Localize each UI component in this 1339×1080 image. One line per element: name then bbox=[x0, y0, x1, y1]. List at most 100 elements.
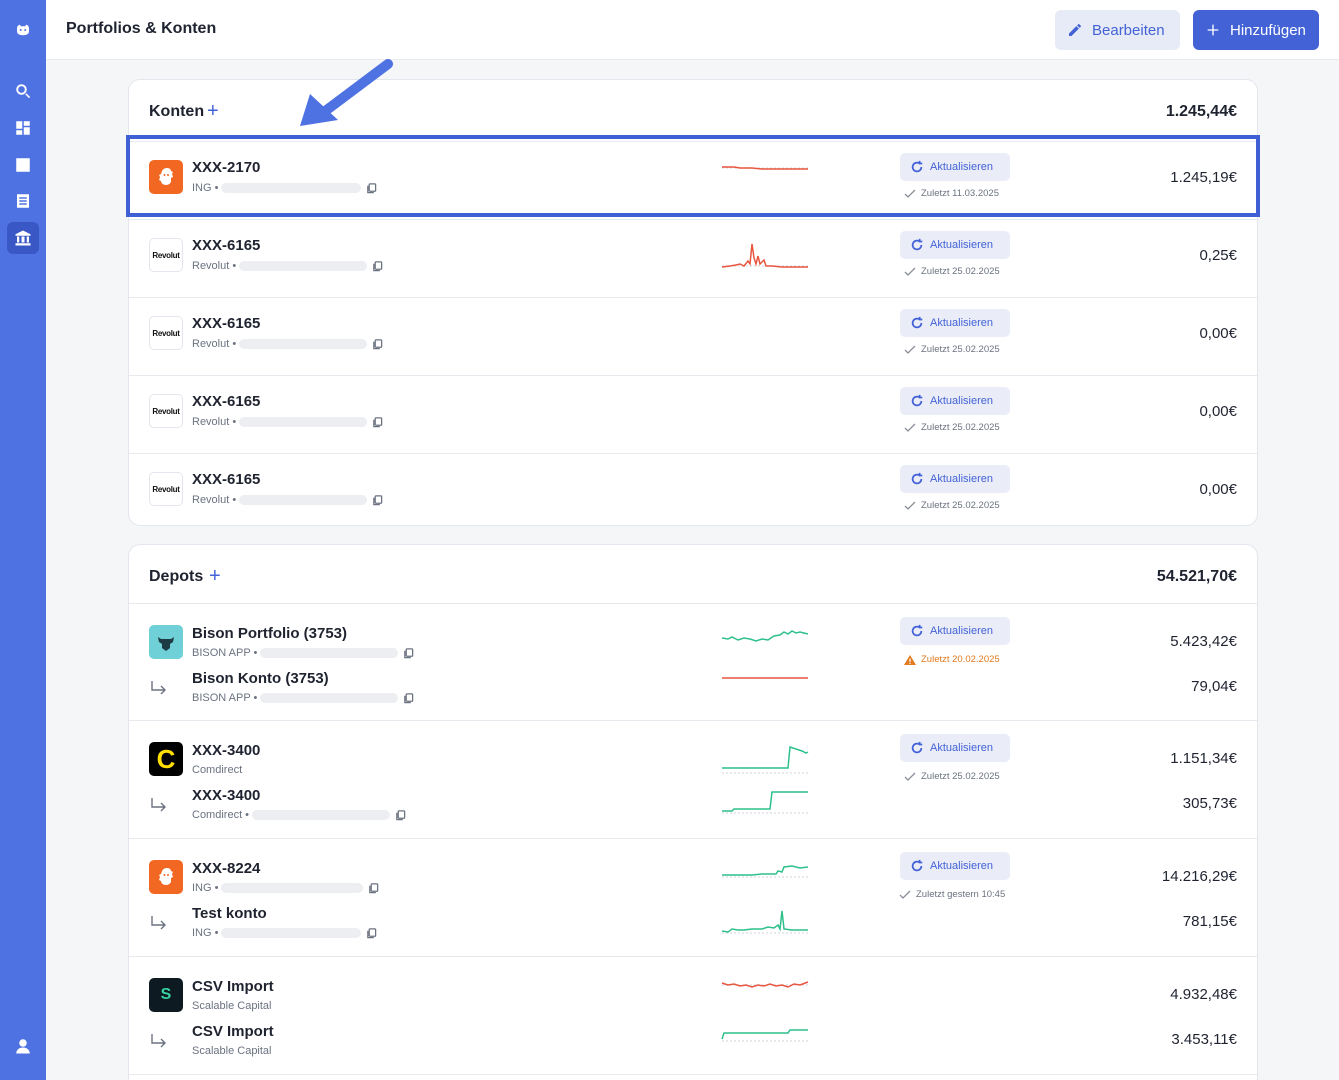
copy-icon[interactable] bbox=[372, 338, 383, 350]
edit-button[interactable]: Bearbeiten bbox=[1055, 10, 1180, 50]
copy-icon[interactable] bbox=[403, 692, 414, 704]
depots-header: Depots + 54.521,70€ bbox=[129, 545, 1257, 604]
bank-label: Comdirect • bbox=[192, 809, 250, 821]
refresh-icon bbox=[911, 624, 923, 637]
bison-logo-icon bbox=[149, 625, 183, 659]
depot-balance: 4.932,48€ bbox=[1170, 986, 1237, 1003]
sparkline bbox=[721, 1019, 808, 1045]
iban-redacted bbox=[252, 810, 391, 820]
comdirect-logo-icon: C bbox=[149, 742, 183, 776]
page-title: Portfolios & Konten bbox=[66, 20, 217, 37]
add-depot-icon[interactable]: + bbox=[209, 565, 221, 587]
account-name: XXX-6165 bbox=[192, 237, 261, 254]
refresh-label: Aktualisieren bbox=[930, 161, 993, 173]
konto-row[interactable]: XXX-2170 ING • Aktualisieren Zuletzt 11.… bbox=[129, 142, 1257, 220]
copy-icon[interactable] bbox=[403, 647, 414, 659]
refresh-button[interactable]: Aktualisieren bbox=[900, 387, 1010, 415]
app-logo-icon[interactable] bbox=[7, 14, 39, 46]
list-icon[interactable] bbox=[7, 185, 39, 217]
sub-account-balance: 79,04€ bbox=[1191, 678, 1237, 695]
last-updated-text: Zuletzt 25.02.2025 bbox=[921, 422, 1000, 433]
user-icon[interactable] bbox=[7, 1030, 39, 1062]
refresh-label: Aktualisieren bbox=[930, 625, 993, 637]
chart-icon[interactable] bbox=[7, 149, 39, 181]
copy-icon[interactable] bbox=[372, 416, 383, 428]
konto-row[interactable]: Revolut XXX-6165 Revolut • Aktualisieren… bbox=[129, 376, 1257, 454]
iban-redacted bbox=[239, 417, 368, 427]
account-balance: 0,00€ bbox=[1199, 403, 1237, 420]
konto-row[interactable]: Revolut XXX-6165 Revolut • Aktualisieren… bbox=[129, 298, 1257, 376]
refresh-button[interactable]: Aktualisieren bbox=[900, 617, 1010, 645]
refresh-label: Aktualisieren bbox=[930, 742, 993, 754]
add-konto-icon[interactable]: + bbox=[207, 100, 219, 122]
copy-icon[interactable] bbox=[366, 927, 377, 939]
depots-title: Depots bbox=[149, 568, 204, 585]
copy-icon[interactable] bbox=[372, 494, 383, 506]
refresh-button[interactable]: Aktualisieren bbox=[900, 309, 1010, 337]
last-updated-text: Zuletzt 20.02.2025 bbox=[921, 654, 1000, 665]
check-icon bbox=[904, 423, 916, 432]
konto-row[interactable]: Revolut XXX-6165 Revolut • Aktualisieren… bbox=[129, 454, 1257, 526]
refresh-button[interactable]: Aktualisieren bbox=[900, 231, 1010, 259]
scalable-logo-icon: S bbox=[149, 978, 183, 1012]
check-icon bbox=[899, 890, 911, 899]
last-updated-text: Zuletzt gestern 10:45 bbox=[916, 889, 1006, 900]
depot-bank: ING • bbox=[192, 882, 379, 894]
sparkline bbox=[721, 242, 808, 272]
top-bar: Portfolios & Konten Bearbeiten Hinzufüge… bbox=[46, 0, 1339, 60]
account-balance: 1.245,19€ bbox=[1170, 169, 1237, 186]
iban-redacted bbox=[239, 339, 368, 349]
bank-icon[interactable] bbox=[7, 222, 39, 254]
bank-label: ING • bbox=[192, 927, 219, 939]
sub-account-arrow-icon bbox=[149, 680, 169, 696]
last-updated: Zuletzt 25.02.2025 bbox=[904, 422, 1000, 433]
depots-card: Depots + 54.521,70€ Bison Portfolio (375… bbox=[128, 544, 1258, 1080]
refresh-button[interactable]: Aktualisieren bbox=[900, 153, 1010, 181]
sub-account-name: CSV Import bbox=[192, 1023, 274, 1040]
search-icon[interactable] bbox=[7, 75, 39, 107]
account-balance: 0,25€ bbox=[1199, 247, 1237, 264]
depot-row[interactable]: XXX-8224 ING • Test konto ING • Aktualis… bbox=[129, 839, 1257, 957]
copy-icon[interactable] bbox=[366, 182, 377, 194]
bank-label: BISON APP • bbox=[192, 647, 258, 659]
depot-row[interactable]: C XXX-3400 Comdirect XXX-3400 Comdirect … bbox=[129, 721, 1257, 839]
add-button-label: Hinzufügen bbox=[1230, 21, 1306, 39]
last-updated: Zuletzt 20.02.2025 bbox=[904, 654, 1000, 665]
ing-logo-icon bbox=[149, 860, 183, 894]
refresh-icon bbox=[911, 859, 923, 872]
refresh-button[interactable]: Aktualisieren bbox=[900, 734, 1010, 762]
annotation-arrow-icon bbox=[296, 58, 394, 132]
copy-icon[interactable] bbox=[395, 809, 406, 821]
sub-account-bank: Scalable Capital bbox=[192, 1045, 272, 1057]
account-name: XXX-6165 bbox=[192, 315, 261, 332]
account-name: XXX-6165 bbox=[192, 471, 261, 488]
refresh-button[interactable]: Aktualisieren bbox=[900, 465, 1010, 493]
bank-label: Comdirect bbox=[192, 764, 243, 776]
depot-bank: Scalable Capital bbox=[192, 1000, 272, 1012]
last-updated-text: Zuletzt 11.03.2025 bbox=[921, 188, 999, 199]
add-button[interactable]: Hinzufügen bbox=[1193, 10, 1319, 50]
last-updated: Zuletzt 25.02.2025 bbox=[904, 771, 1000, 782]
sub-account-arrow-icon bbox=[149, 1033, 169, 1049]
warning-icon bbox=[904, 654, 916, 665]
account-bank: Revolut • bbox=[192, 338, 383, 350]
sparkline bbox=[722, 668, 808, 688]
depot-row[interactable]: S CSV Import Scalable Capital CSV Import… bbox=[129, 957, 1257, 1075]
konten-header: Konten + 1.245,44€ bbox=[129, 80, 1257, 142]
konten-card: Konten + 1.245,44€ XXX-2170 ING • Aktual… bbox=[128, 79, 1258, 526]
refresh-button[interactable]: Aktualisieren bbox=[900, 852, 1010, 880]
refresh-label: Aktualisieren bbox=[930, 395, 993, 407]
konto-row[interactable]: Revolut XXX-6165 Revolut • Aktualisieren… bbox=[129, 220, 1257, 298]
copy-icon[interactable] bbox=[368, 882, 379, 894]
refresh-icon bbox=[911, 741, 923, 754]
konten-total: 1.245,44€ bbox=[1165, 103, 1237, 120]
depot-row[interactable]: Bison Portfolio (3753) BISON APP • Bison… bbox=[129, 604, 1257, 721]
depot-balance: 5.423,42€ bbox=[1170, 633, 1237, 650]
refresh-icon bbox=[911, 394, 923, 407]
dashboard-icon[interactable] bbox=[7, 112, 39, 144]
iban-redacted bbox=[221, 928, 362, 938]
refresh-label: Aktualisieren bbox=[930, 473, 993, 485]
last-updated-text: Zuletzt 25.02.2025 bbox=[921, 771, 1000, 782]
copy-icon[interactable] bbox=[372, 260, 383, 272]
refresh-label: Aktualisieren bbox=[930, 317, 993, 329]
